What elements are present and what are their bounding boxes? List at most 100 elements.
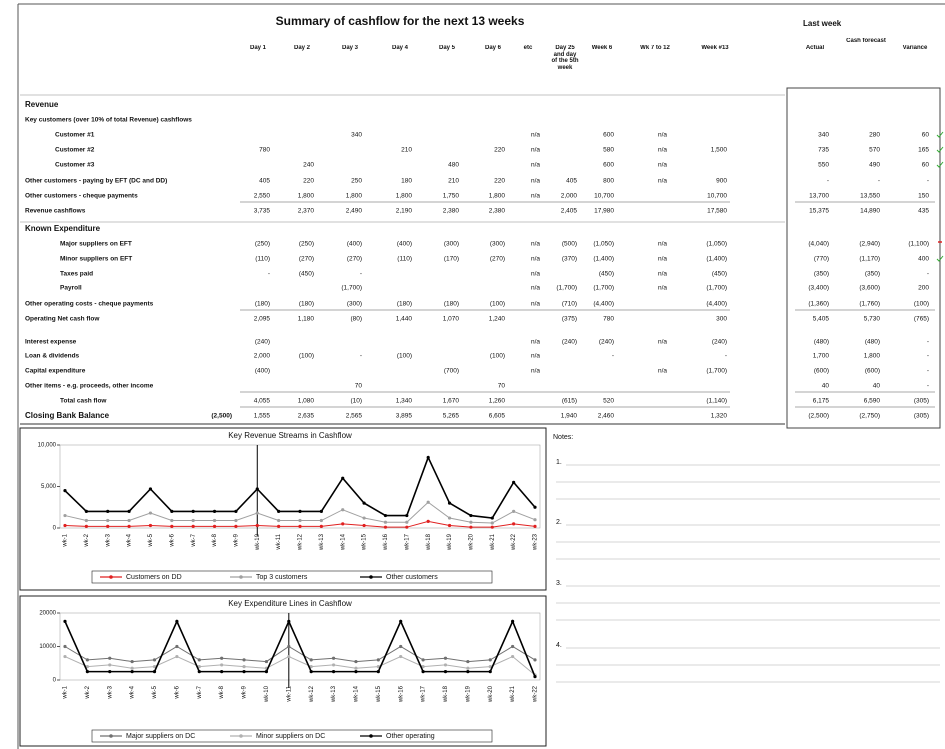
cell: n/a [658, 241, 667, 248]
point [108, 670, 112, 674]
point [298, 524, 302, 528]
last-week-cell: 735 [818, 147, 829, 154]
last-week-cell: 15,375 [809, 208, 829, 215]
row-label: Customer #2 [55, 147, 95, 154]
column-header-text: Cash forecast [846, 38, 886, 44]
point [331, 670, 336, 674]
point [354, 659, 358, 664]
legend-marker [369, 575, 373, 579]
point [287, 644, 291, 649]
legend-label: Major suppliers on DC [126, 733, 195, 740]
point [242, 670, 246, 674]
column-header: Day 25 and day of the 5th week [551, 45, 579, 71]
cell: n/a [531, 301, 540, 308]
column-header: Day 6 [485, 45, 501, 51]
x-tick-label: wk-17 [404, 533, 410, 551]
opening-balance: (2,500) [211, 413, 232, 420]
column-header-text: Day 25 and day of the 5th week [551, 45, 579, 71]
column-header-text: Day 2 [293, 45, 310, 51]
point [512, 480, 516, 484]
point [175, 619, 179, 623]
point [277, 509, 281, 513]
cell: n/a [531, 132, 540, 139]
x-tick-label: wk-11 [286, 685, 292, 702]
column-header-text: Actual [805, 45, 825, 51]
point [469, 513, 473, 518]
point [533, 658, 537, 662]
y-tick-label: 0 [53, 526, 57, 532]
x-tick-label: wk-4 [130, 685, 136, 699]
cell: 210 [448, 178, 459, 185]
point [84, 518, 88, 523]
column-header: etc [523, 45, 533, 51]
point [63, 513, 67, 518]
point [362, 516, 366, 520]
cell: (110) [397, 256, 412, 263]
cell: (400) [347, 241, 362, 248]
cell: (100) [490, 301, 505, 308]
cell: (400) [397, 241, 412, 248]
last-week-cell: 14,890 [860, 208, 880, 215]
legend-label: Other customers [386, 574, 438, 581]
point [511, 644, 515, 649]
point [108, 656, 112, 660]
column-header: Variance [903, 45, 928, 51]
point [84, 509, 88, 513]
cell: 780 [259, 147, 270, 154]
last-week-box [786, 87, 941, 429]
cell: 1,940 [561, 413, 578, 420]
cell: 1,180 [298, 316, 315, 323]
last-week-cell: 6,175 [813, 398, 830, 405]
row-label: Interest expense [25, 339, 77, 346]
point [331, 656, 336, 660]
x-tick-label: wk-16 [383, 533, 389, 551]
last-week-cell: 40 [873, 383, 881, 390]
point [175, 654, 179, 659]
point [469, 520, 473, 524]
row-label: Total cash flow [60, 398, 107, 405]
x-tick-label: wk-11 [276, 533, 282, 550]
legend-marker [109, 734, 113, 738]
cell: 1,800 [489, 193, 506, 200]
point [469, 525, 473, 529]
cell: 2,095 [254, 316, 271, 323]
x-tick-label: wk-17 [421, 685, 427, 703]
column-header-text: etc [523, 45, 533, 51]
x-tick-label: wk-2 [85, 685, 91, 699]
point [533, 524, 537, 528]
last-week-cell: 280 [869, 132, 880, 139]
cell: 220 [494, 178, 505, 185]
cell: n/a [531, 193, 540, 200]
legend-box [91, 729, 493, 743]
point [234, 524, 238, 528]
point [197, 658, 201, 662]
cell: 2,405 [561, 208, 578, 215]
y-tick-label: 10000 [39, 644, 56, 650]
point [108, 663, 112, 667]
cell: 1,670 [443, 398, 460, 405]
point [63, 654, 67, 659]
x-tick-label: wk-3 [107, 685, 113, 699]
point [191, 518, 195, 523]
point [191, 509, 195, 513]
point [383, 520, 388, 524]
point [220, 663, 224, 667]
x-tick-label: wk-19 [465, 685, 471, 703]
point [234, 509, 238, 513]
x-tick-label: wk-9 [233, 533, 239, 547]
cell: (4,400) [706, 301, 727, 308]
cell: 2,000 [561, 193, 578, 200]
cell: 1,750 [443, 193, 460, 200]
cell: 1,555 [254, 413, 271, 420]
point [170, 524, 174, 528]
point [309, 658, 313, 662]
row-label: Payroll [60, 285, 82, 292]
last-week-cell: (4,040) [808, 241, 829, 248]
cell: (240) [712, 339, 727, 346]
last-week-cell: (765) [914, 316, 929, 323]
point [466, 670, 470, 674]
point [405, 520, 409, 524]
x-tick-label: wk-3 [105, 533, 111, 547]
point [376, 658, 380, 662]
